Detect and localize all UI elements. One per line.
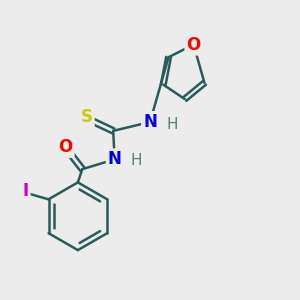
Text: N: N <box>108 150 122 168</box>
Text: I: I <box>22 182 28 200</box>
Text: H: H <box>131 153 142 168</box>
Text: H: H <box>166 118 178 133</box>
Text: N: N <box>143 113 157 131</box>
Text: S: S <box>81 108 93 126</box>
Text: O: O <box>58 138 73 156</box>
Text: O: O <box>187 36 201 54</box>
